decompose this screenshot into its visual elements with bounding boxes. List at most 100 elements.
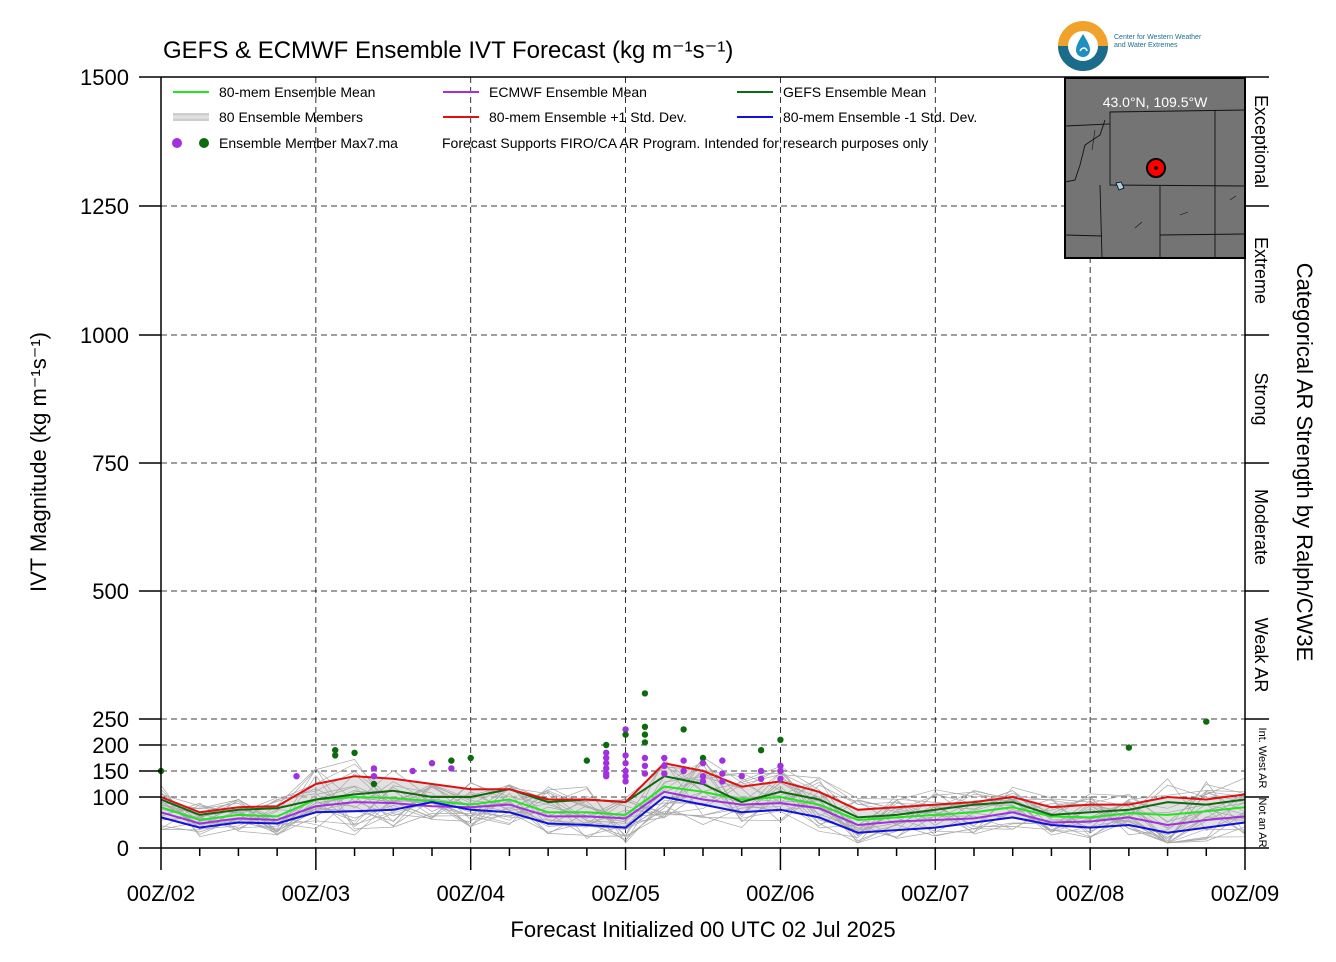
max-point [370,780,378,788]
legend-label: 80-mem Ensemble +1 Std. Dev. [489,109,687,125]
max-point [738,773,745,780]
max-point [661,754,668,762]
max-point [661,762,668,769]
y-tick-label: 500 [92,579,129,604]
legend-note: Forecast Supports FIRO/CA AR Program. In… [442,135,928,151]
max-point [641,690,649,697]
max-point [332,752,339,759]
max-point [293,773,300,780]
max-point [622,752,629,759]
category-label: Moderate [1251,489,1271,565]
max-point [467,754,474,762]
inset-lake [1115,181,1125,191]
inset-state-borders [1064,109,1246,259]
max-points [157,690,1210,788]
max-point [370,765,378,772]
max-point [641,754,649,762]
max-point [622,726,629,733]
max-point [448,757,455,764]
max-point [370,773,378,780]
max-point [641,770,649,777]
max-point [448,765,455,772]
max-point [680,757,687,764]
y-tick-label: 150 [92,759,129,784]
y-tick-label: 250 [92,707,129,732]
legend: 80-mem Ensemble Mean ECMWF Ensemble Mean G… [172,84,977,151]
legend-label: ECMWF Ensemble Mean [489,84,647,100]
inset-map: 43.0°N, 109.5°W [1064,77,1246,259]
y-tick-label: 1000 [80,323,129,348]
series-line [160,762,1246,814]
category-label: Exceptional [1251,95,1271,188]
ensemble-member-line [160,768,1246,839]
max-point [719,757,726,764]
max-point [603,765,610,772]
max-point [603,760,610,767]
max-point [777,775,784,782]
max-point [603,749,610,756]
max-point [641,723,649,730]
max-point [622,731,629,738]
y-tick-label: 1500 [80,65,129,90]
y-tick-label: 0 [117,836,129,861]
max-point [622,778,629,785]
legend-label: GEFS Ensemble Mean [783,84,926,100]
max-point [1125,744,1133,751]
logo-text-line1: Center for Western Weather [1114,34,1202,41]
ensemble-spread-band [161,763,1245,833]
max-point [603,754,610,762]
max-point [757,747,765,754]
max-point [757,767,765,775]
max-point [622,767,629,775]
logo-text: Center for Western Weather and Water Ext… [1114,34,1201,50]
max-point [777,736,784,743]
y-tick-label: 1250 [80,194,129,219]
max-point [699,760,707,767]
category-label: Int. West AR [1256,728,1268,789]
max-point [680,767,687,775]
legend-label: 80-mem Ensemble -1 Std. Dev. [783,109,977,125]
category-label: Not an AR [1256,797,1268,847]
max-point [699,778,707,785]
x-tick-label: 00Z/09 [1211,881,1280,906]
logo-text-line2: and Water Extremes [1114,42,1178,49]
max-point [699,754,707,762]
x-tick-label: 00Z/04 [436,881,505,906]
max-point [622,773,629,780]
x-axis-label: Forecast Initialized 00 UTC 02 Jul 2025 [510,917,895,942]
max-point [641,762,649,769]
max-point [777,762,784,769]
y-tick-label: 200 [92,733,129,758]
max-point [351,749,358,756]
chart-title: GEFS & ECMWF Ensemble IVT Forecast (kg m… [163,37,733,64]
max-point [777,767,784,775]
y-tick-label: 100 [92,785,129,810]
series-lines [160,762,1246,834]
legend-swatch [172,138,182,148]
max-point [757,775,765,782]
x-tick-label: 00Z/07 [901,881,970,906]
max-point [428,760,436,767]
max-point [699,773,707,780]
x-tick-label: 00Z/06 [746,881,815,906]
max-point [641,739,649,746]
legend-label: 80 Ensemble Members [219,109,363,125]
category-label: Weak AR [1251,618,1271,693]
category-label: Extreme [1251,237,1271,304]
max-point [680,726,687,733]
max-point [583,757,591,764]
series-line [160,785,1246,822]
max-point [332,747,339,754]
x-tick-label: 00Z/05 [591,881,660,906]
max-point [603,741,610,749]
cw3e-logo [1058,21,1108,71]
max-point [641,731,649,738]
max-point [719,778,726,785]
right-axis-label: Categorical AR Strength by Ralph/CW3E [1292,263,1317,662]
series-line [160,795,1246,834]
ensemble-member-line [160,766,1246,844]
max-point [622,760,629,767]
y-tick-label: 750 [92,451,129,476]
